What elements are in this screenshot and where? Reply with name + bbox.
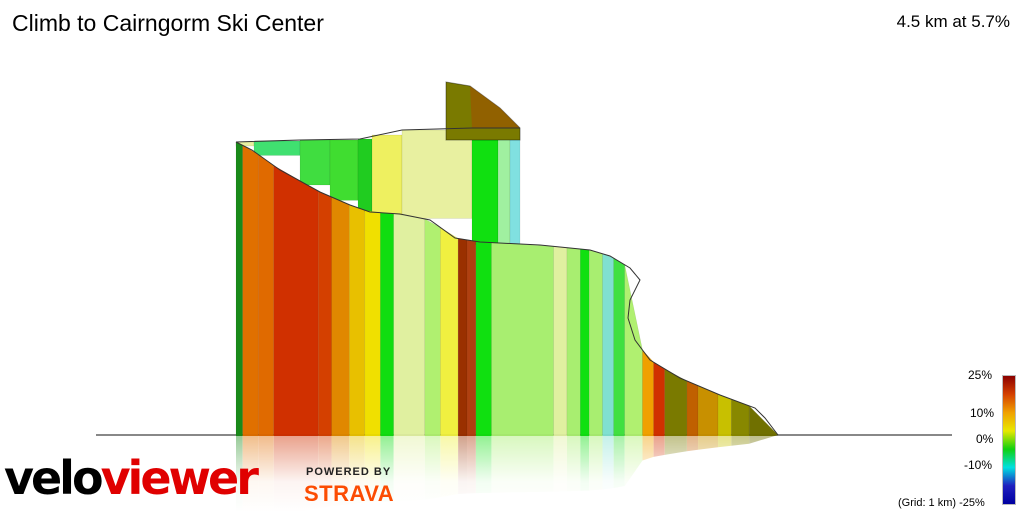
- segment-11: [440, 227, 459, 436]
- back-band-8: [497, 127, 511, 248]
- veloviewer-logo: veloviewer: [4, 451, 259, 505]
- segment-21: [613, 257, 625, 436]
- back-band-2: [299, 139, 331, 186]
- segment-13: [466, 239, 477, 436]
- segment-2: [257, 153, 275, 436]
- profile-outlines: [235, 127, 779, 436]
- back-band-3: [329, 139, 359, 201]
- segment-10: [424, 218, 441, 436]
- reflection-fade: [96, 436, 956, 512]
- segment-23: [642, 349, 654, 436]
- segment-16: [553, 246, 568, 436]
- profile-front-wall: [235, 141, 779, 436]
- back-band-9: [509, 127, 521, 248]
- back-fin-highlight: [470, 86, 520, 128]
- legend-label-minus10: -10%: [964, 458, 993, 472]
- segment-0: [235, 141, 243, 436]
- segment-25: [664, 368, 688, 436]
- segment-28: [717, 393, 732, 436]
- grid-note: (Grid: 1 km) -25%: [898, 497, 985, 509]
- segment-8: [380, 212, 394, 436]
- back-band-7: [471, 127, 499, 245]
- back-band-1: [253, 140, 301, 156]
- segment-24: [653, 361, 665, 436]
- legend-label-10: 10%: [970, 406, 995, 420]
- segment-9: [393, 213, 426, 436]
- segment-17: [566, 247, 581, 436]
- segment-6: [349, 204, 366, 436]
- powered-by-label: POWERED BY: [306, 466, 392, 478]
- segment-19: [588, 249, 603, 436]
- back-band-6: [401, 129, 473, 219]
- back-top-outline: [235, 127, 520, 143]
- segment-3: [273, 165, 319, 436]
- legend-label-max: 25%: [968, 368, 993, 382]
- segment-18: [580, 248, 590, 436]
- segment-26: [686, 380, 699, 436]
- back-band-5: [371, 134, 403, 217]
- gradient-legend-bar: [1002, 375, 1016, 505]
- segment-5: [331, 196, 350, 436]
- legend-label-0: 0%: [976, 432, 994, 446]
- back-band-4: [357, 138, 373, 213]
- chart-title: Climb to Cairngorm Ski Center: [12, 10, 324, 36]
- segment-1: [242, 144, 259, 436]
- segment-14: [475, 241, 492, 436]
- segment-20: [602, 253, 614, 436]
- profile-back-wall: [235, 81, 521, 248]
- segment-30: [748, 405, 779, 436]
- segment-15: [491, 242, 554, 436]
- climb-summary: 4.5 km at 5.7%: [896, 12, 1010, 31]
- front-top-outline: [235, 141, 779, 436]
- segment-22: [624, 264, 643, 436]
- segment-4: [317, 190, 332, 436]
- segment-7: [364, 209, 381, 436]
- strava-logo: STRAVA: [304, 481, 395, 506]
- segment-12: [457, 238, 468, 436]
